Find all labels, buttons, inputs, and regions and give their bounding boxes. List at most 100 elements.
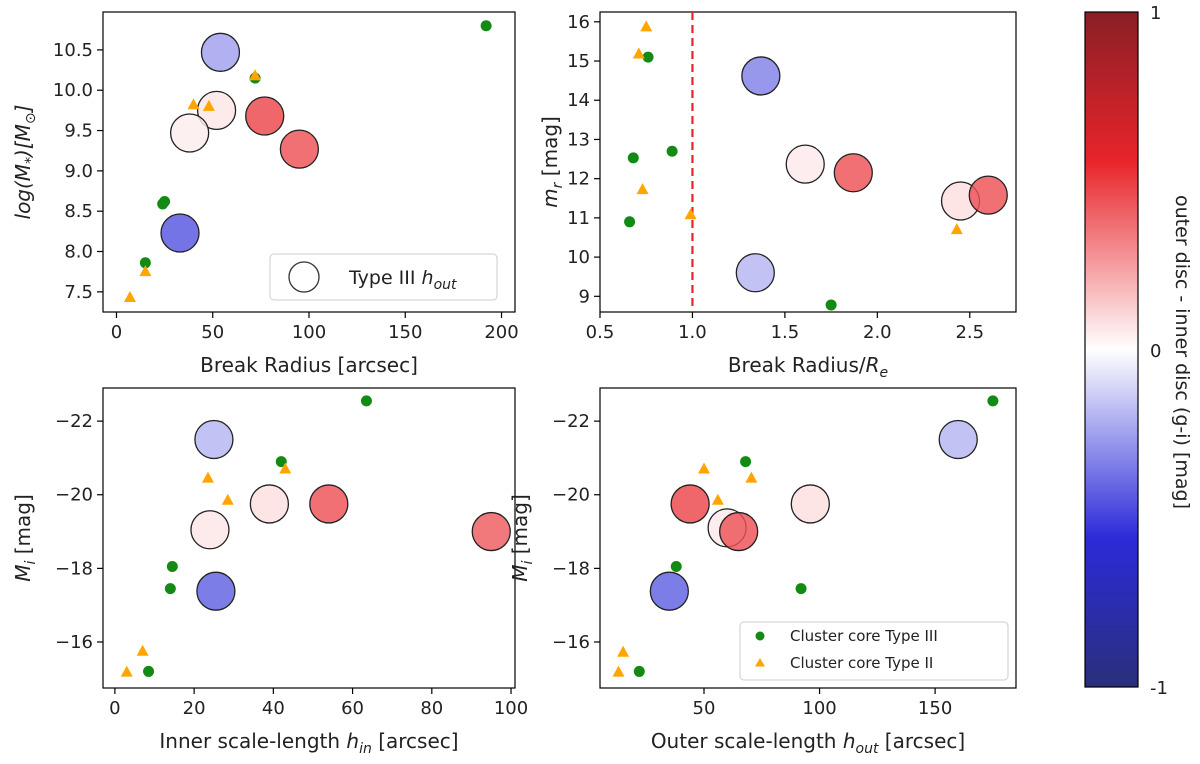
type3-hout-point	[471, 511, 511, 552]
cluster-core-type2-point	[249, 69, 262, 81]
y-tick-label: −18	[55, 558, 93, 579]
y-tick-label: −22	[55, 411, 93, 432]
y-tick-label: 11	[567, 208, 590, 229]
cluster-core-type2-point	[136, 644, 149, 656]
y-tick-label: −18	[552, 558, 590, 579]
cluster-core-type2-point	[612, 665, 625, 677]
legend-box	[269, 253, 498, 301]
type3-hout-point	[160, 213, 200, 253]
type3-hout-point	[649, 571, 689, 611]
y-tick-label: 8.5	[64, 201, 93, 222]
x-tick-label: 20	[183, 698, 206, 719]
x-axis-label: Outer scale-length hout [arcsec]	[651, 729, 965, 757]
x-axis-label: Break Radius/Re	[728, 353, 888, 381]
cluster-core-type2-point	[187, 98, 200, 110]
type3-hout-point	[938, 419, 978, 460]
y-tick-label: 14	[567, 90, 590, 111]
cluster-core-type2-point	[221, 493, 234, 505]
type3-hout-point	[279, 129, 320, 169]
cluster-core-type2-point	[139, 265, 152, 277]
cluster-core-type3-point	[670, 561, 682, 573]
plot-frame	[599, 11, 1017, 313]
cluster-core-type2-point	[632, 47, 645, 59]
type3-hout-point	[741, 56, 781, 96]
panel-bottom-left: 0 20 40 60 80 100 −16 −18 −20 −22 Inner scale-len…	[11, 387, 528, 757]
type3-hout-point	[719, 511, 759, 552]
legend-label: Type III hout	[348, 267, 457, 293]
panel-top-right: 0.5 1.0 1.5 2.0 2.5 9 10 11 12 13 14 15 16 Break Rad…	[538, 11, 1017, 381]
x-tick-label: 2.0	[863, 322, 892, 343]
y-tick-label: 9.5	[64, 121, 93, 142]
y-tick-label: 13	[567, 129, 590, 150]
type3-hout-point	[190, 510, 230, 550]
panel-bottom-right: 50 100 150 −16 −18 −20 −22 Cluster core Type I…	[508, 387, 1017, 757]
legend-marker-type3	[755, 631, 765, 641]
type3-hout-point	[196, 571, 236, 611]
colorbar-tick-min: -1	[1150, 678, 1168, 699]
type3-hout-point	[169, 113, 210, 153]
cluster-core-type3-point	[480, 20, 492, 32]
y-tick-label: 15	[567, 51, 590, 72]
y-axis-label: Mi [mag]	[11, 494, 39, 582]
x-tick-label: 60	[341, 698, 364, 719]
cluster-core-type3-point	[627, 152, 639, 164]
type3-hout-point	[785, 144, 825, 184]
cluster-core-type2-point	[120, 665, 133, 677]
plot-frame	[102, 387, 516, 689]
y-axis-label: log(M*)[M⊙]	[11, 105, 39, 220]
x-tick-label: 1.0	[678, 322, 707, 343]
y-tick-label: 10.5	[53, 40, 93, 61]
cluster-core-type2-point	[123, 290, 136, 302]
cluster-core-type2-point	[950, 223, 963, 235]
legend-label-type3: Cluster core Type III	[790, 627, 938, 645]
x-axis-label: Inner scale-length hin [arcsec]	[159, 729, 458, 757]
legend-label-type2: Cluster core Type II	[790, 654, 933, 672]
cluster-core-type2-point	[684, 208, 697, 220]
cluster-core-type2-point	[698, 462, 710, 474]
x-tick-label: 100	[494, 698, 528, 719]
y-tick-label: −16	[552, 632, 590, 653]
type3-hout-point	[249, 484, 290, 524]
y-tick-label: 9	[579, 286, 590, 307]
y-tick-label: −20	[55, 485, 93, 506]
cluster-core-type3-point	[642, 51, 654, 63]
plot-frame	[599, 387, 1017, 689]
cluster-core-type3-point	[666, 145, 678, 157]
cluster-core-type2-point	[711, 493, 724, 505]
cluster-core-type2-point	[617, 645, 630, 657]
legend-marker-type2	[755, 658, 765, 667]
legend-cluster-core: Cluster core Type III Cluster core Type …	[739, 621, 1009, 681]
cluster-core-type3-point	[795, 583, 807, 595]
cluster-core-type3-point	[740, 456, 752, 468]
cluster-core-type3-point	[143, 665, 155, 677]
type3-hout-point	[194, 419, 234, 460]
y-tick-label: −16	[55, 632, 93, 653]
type3-hout-point	[833, 153, 873, 193]
cluster-core-type3-point	[624, 216, 636, 228]
cluster-core-type2-point	[640, 20, 653, 32]
cluster-core-type2-point	[279, 462, 292, 474]
colorbar-label: outer disc - inner disc (g-i) [mag]	[1171, 195, 1193, 509]
colorbar-tick-zero: 0	[1150, 341, 1161, 362]
x-tick-label: 50	[693, 698, 716, 719]
cluster-core-type3-point	[360, 395, 372, 407]
y-tick-label: 9.0	[64, 161, 93, 182]
x-tick-label: 150	[388, 322, 422, 343]
type3-hout-point	[200, 32, 241, 72]
x-tick-label: 100	[802, 698, 836, 719]
x-tick-label: 100	[292, 322, 326, 343]
x-tick-label: 0	[111, 322, 122, 343]
colorbar-gradient	[1084, 11, 1139, 688]
colorbar-tick-max: 1	[1150, 3, 1161, 24]
y-tick-label: 8.0	[64, 242, 93, 263]
panel-top-left: 0 50 100 150 200 7.5 8.0 8.5 9.0 9.5 10.0 10.5 Type…	[11, 11, 519, 377]
cluster-core-type2-point	[201, 471, 214, 483]
x-tick-label: 80	[420, 698, 443, 719]
x-tick-label: 0	[109, 698, 120, 719]
y-tick-label: 7.5	[64, 282, 93, 303]
y-tick-label: 12	[567, 169, 590, 190]
y-axis-label: Mi [mag]	[508, 494, 536, 582]
y-tick-label: 16	[567, 12, 590, 33]
type3-hout-point	[196, 90, 237, 131]
